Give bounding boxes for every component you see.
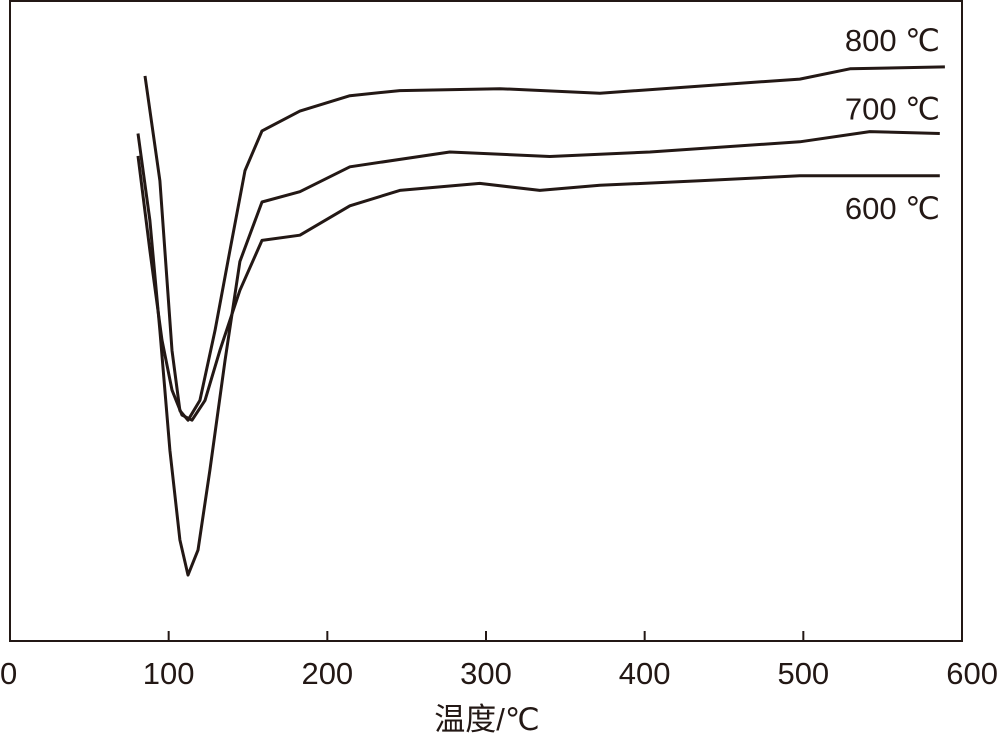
x-tick-label: 100	[143, 656, 195, 691]
plot-frame	[9, 0, 963, 642]
x-tick-label: 0	[0, 656, 17, 691]
series-label: 600 ℃	[845, 191, 940, 226]
x-tick-label: 500	[777, 656, 829, 691]
x-tick-label: 400	[619, 656, 671, 691]
series-label: 800 ℃	[845, 23, 940, 58]
data-line	[143, 65, 945, 422]
series-label: 700 ℃	[845, 92, 940, 127]
x-tick-label: 200	[301, 656, 353, 691]
x-tick-label: 600	[946, 656, 998, 691]
x-tick-label: 300	[460, 656, 512, 691]
data-line	[136, 155, 940, 422]
x-axis-label: 温度/℃	[434, 702, 539, 737]
data-line	[136, 130, 940, 577]
